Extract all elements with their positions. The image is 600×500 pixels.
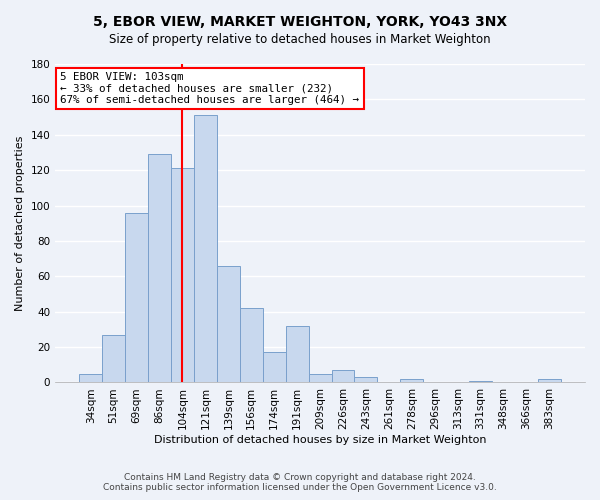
Bar — [308, 374, 332, 382]
Bar — [469, 380, 492, 382]
Bar — [355, 377, 377, 382]
X-axis label: Distribution of detached houses by size in Market Weighton: Distribution of detached houses by size … — [154, 435, 487, 445]
Bar — [125, 212, 148, 382]
Text: 5 EBOR VIEW: 103sqm
← 33% of detached houses are smaller (232)
67% of semi-detac: 5 EBOR VIEW: 103sqm ← 33% of detached ho… — [61, 72, 359, 105]
Bar — [400, 379, 423, 382]
Bar — [171, 168, 194, 382]
Text: Size of property relative to detached houses in Market Weighton: Size of property relative to detached ho… — [109, 32, 491, 46]
Bar — [240, 308, 263, 382]
Y-axis label: Number of detached properties: Number of detached properties — [15, 136, 25, 311]
Bar — [102, 334, 125, 382]
Text: Contains HM Land Registry data © Crown copyright and database right 2024.
Contai: Contains HM Land Registry data © Crown c… — [103, 473, 497, 492]
Bar — [79, 374, 102, 382]
Bar — [194, 116, 217, 382]
Bar — [263, 352, 286, 382]
Bar — [217, 266, 240, 382]
Bar — [538, 379, 561, 382]
Bar — [148, 154, 171, 382]
Bar — [286, 326, 308, 382]
Bar — [332, 370, 355, 382]
Text: 5, EBOR VIEW, MARKET WEIGHTON, YORK, YO43 3NX: 5, EBOR VIEW, MARKET WEIGHTON, YORK, YO4… — [93, 15, 507, 29]
